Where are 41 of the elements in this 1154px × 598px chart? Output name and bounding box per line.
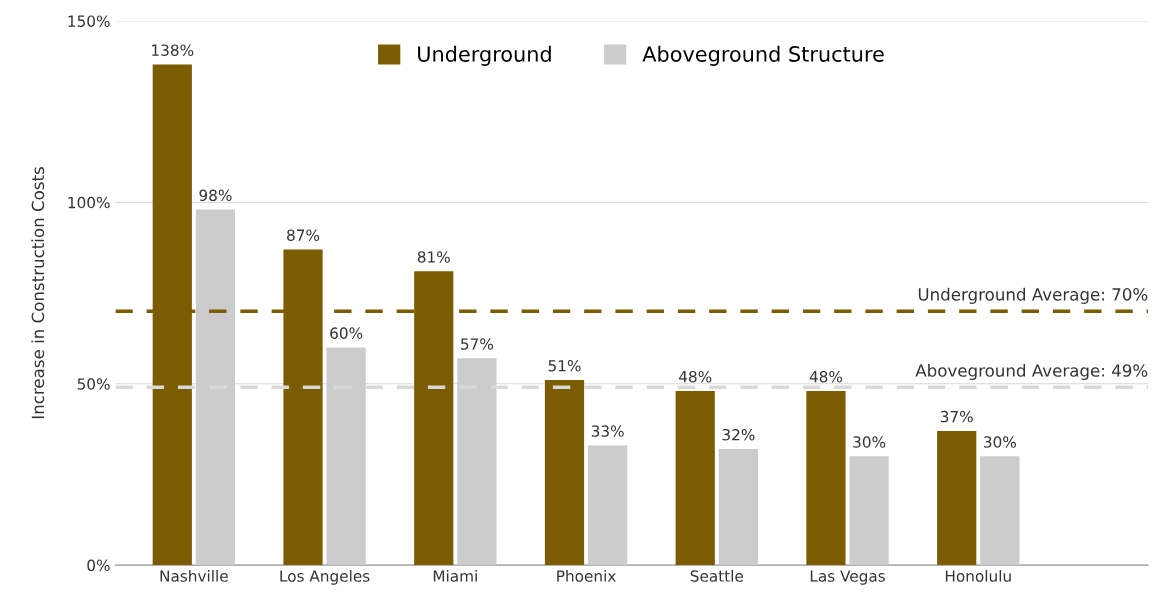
data-label: 98% xyxy=(199,189,232,202)
y-tick-label: 50% xyxy=(77,378,110,390)
data-label: 81% xyxy=(417,251,450,263)
bar xyxy=(457,358,497,566)
bar xyxy=(326,347,366,566)
data-label: 138% xyxy=(152,44,194,56)
x-tick-label: Phoenix xyxy=(557,569,616,582)
x-tick-label: Seattle xyxy=(690,569,744,582)
data-label: 37% xyxy=(940,410,973,423)
bar xyxy=(937,430,977,566)
ref-line-label: Underground Average: 70% xyxy=(918,287,1148,304)
bar xyxy=(806,390,846,566)
y-tick-label: 150% xyxy=(68,15,110,27)
bar xyxy=(195,209,236,566)
x-tick-label: Las Vegas xyxy=(810,570,885,585)
data-label: 51% xyxy=(548,360,581,372)
bar xyxy=(544,380,585,566)
data-label: 30% xyxy=(984,436,1016,448)
y-tick-label: 0% xyxy=(87,559,110,572)
x-tick-label: Nashville xyxy=(160,569,228,582)
x-tick-label: Los Angeles xyxy=(280,569,370,585)
data-label: 30% xyxy=(853,436,886,448)
bar xyxy=(980,456,1020,566)
y-axis-title: Increase in Construction Costs xyxy=(31,167,45,419)
bar xyxy=(849,456,889,566)
x-tick-label: Honolulu xyxy=(945,569,1011,582)
legend-label: Underground xyxy=(418,45,551,66)
data-label: 33% xyxy=(591,425,624,437)
bar xyxy=(718,449,758,566)
data-label: 32% xyxy=(722,428,755,441)
data-label: 48% xyxy=(809,370,843,383)
ref-line-label: Aboveground Average: 49% xyxy=(915,363,1148,381)
y-tick-label: 100% xyxy=(68,196,110,209)
data-label: 60% xyxy=(330,327,363,339)
bar xyxy=(588,445,628,566)
bar xyxy=(675,390,715,566)
x-tick-label: Miami xyxy=(433,569,477,582)
data-label: 57% xyxy=(461,338,494,350)
legend-label: Aboveground Structure xyxy=(642,45,884,66)
data-label: 87% xyxy=(287,229,320,241)
data-label: 48% xyxy=(678,370,712,383)
